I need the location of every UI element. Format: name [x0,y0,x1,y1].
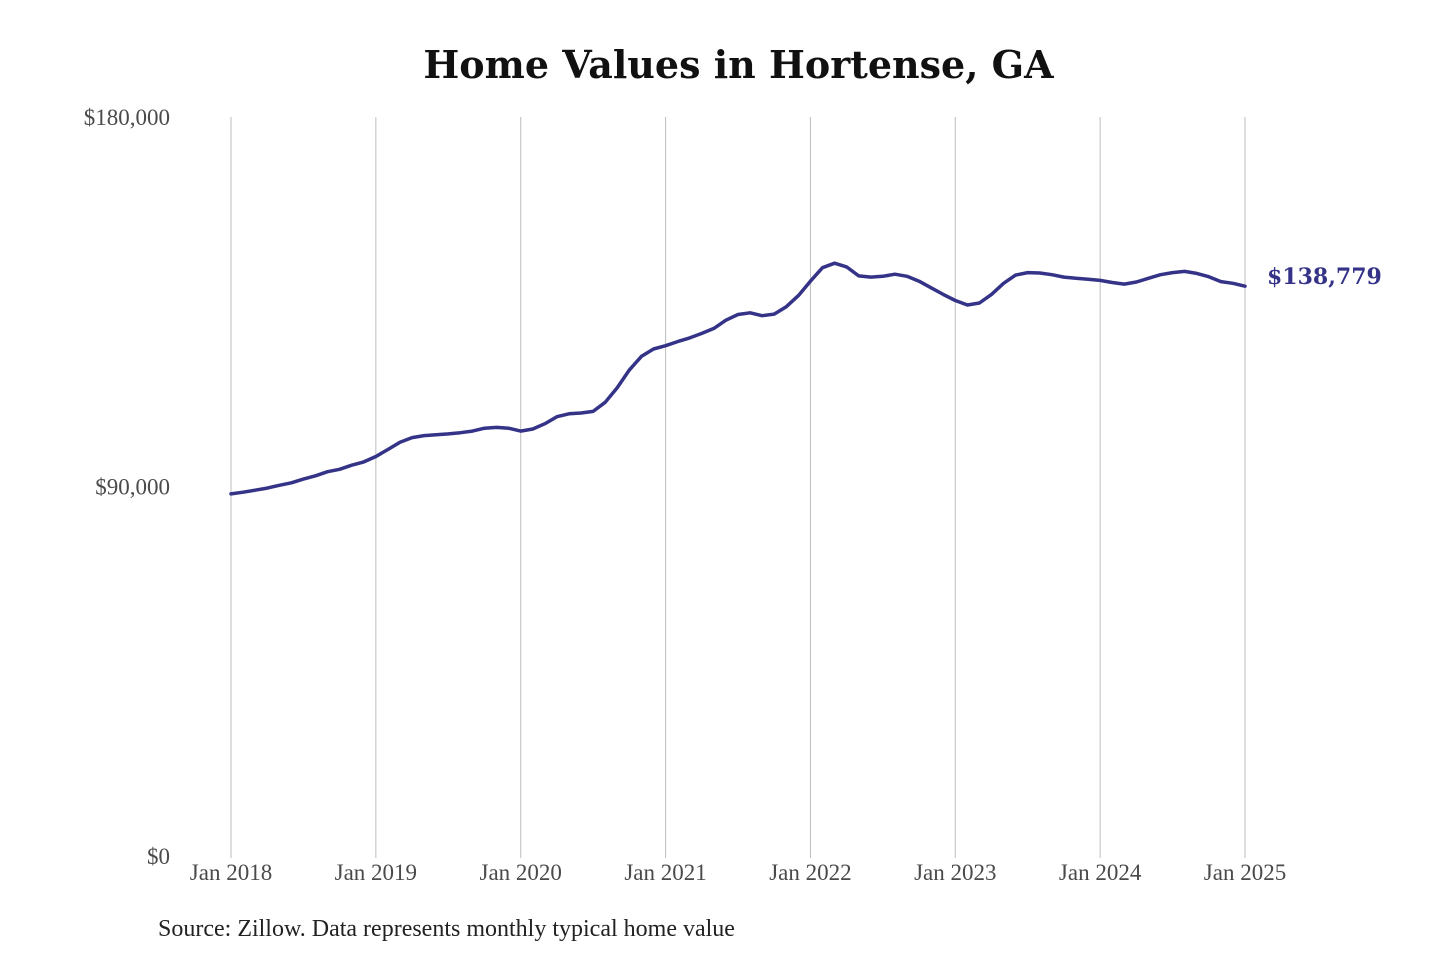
gridlines [230,117,1246,858]
x-tick-label: Jan 2024 [1059,860,1142,885]
x-tick-label: Jan 2021 [624,860,706,885]
y-tick-label: $90,000 [95,475,170,500]
y-axis-ticks: $0 $90,000 $180,000 [84,105,170,869]
series-layer [229,261,1247,496]
x-tick-label: Jan 2018 [190,860,272,885]
x-tick-label: Jan 2019 [335,860,417,885]
x-tick-label: Jan 2022 [769,860,851,885]
x-tick-label: Jan 2023 [914,860,996,885]
series-line-0 [229,261,1247,496]
end-value-label: $138,779 [1267,264,1382,290]
x-tick-label: Jan 2020 [480,860,562,885]
x-tick-label: Jan 2025 [1204,860,1286,885]
x-axis-ticks: Jan 2018 Jan 2019 Jan 2020 Jan 2021 Jan 2022… [190,860,1286,885]
y-tick-label: $0 [147,844,170,869]
chart-title: Home Values in Hortense, GA [423,42,1054,87]
source-note: Source: Zillow. Data represents monthly … [158,916,735,942]
y-tick-label: $180,000 [84,105,170,130]
